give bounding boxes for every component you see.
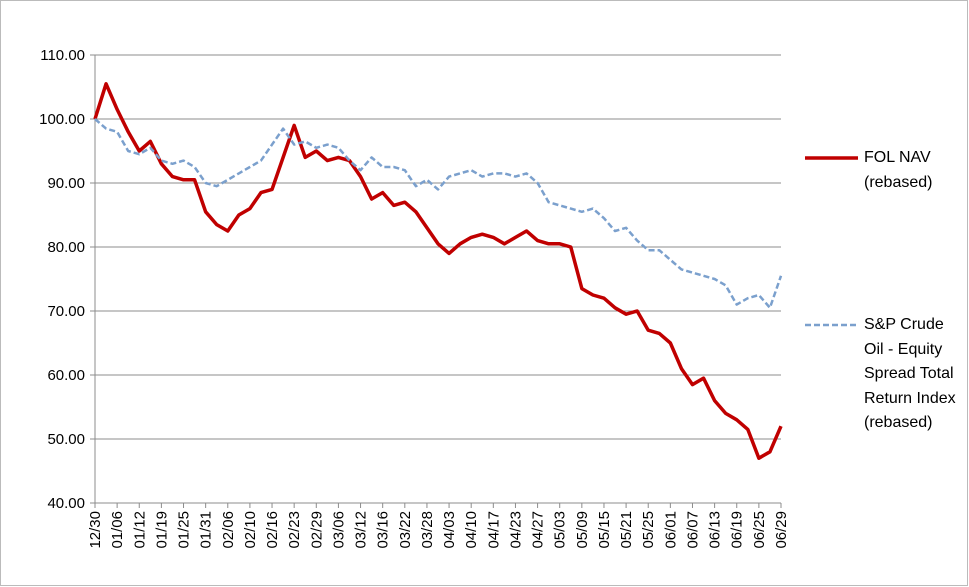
x-tick-label: 03/28 [419,511,436,549]
x-tick-label: 06/07 [684,511,701,549]
x-tick-label: 04/10 [463,511,480,549]
x-tick-label: 01/12 [131,511,148,549]
x-tick-label: 05/25 [640,511,657,549]
x-tick-label: 01/25 [176,511,193,549]
legend-label: FOL NAV (rebased) [864,149,933,191]
y-tick-label: 80.00 [47,239,85,256]
x-tick-label: 01/06 [109,511,126,549]
x-tick-label: 02/06 [220,511,237,549]
x-tick-label: 02/10 [242,511,259,549]
x-tick-label: 02/16 [264,511,281,549]
x-tick-label: 02/29 [308,511,325,549]
x-tick-label: 03/12 [353,511,370,549]
x-tick-label: 04/03 [441,511,458,549]
x-tick-label: 06/01 [662,511,679,549]
x-tick-label: 01/31 [198,511,215,549]
x-tick-label: 05/21 [618,511,635,549]
x-tick-label: 01/19 [153,511,170,549]
y-tick-label: 70.00 [47,303,85,320]
series-line [93,82,783,460]
x-tick-label: 06/13 [707,511,724,549]
x-tick-label: 12/30 [87,511,104,549]
series-line [94,118,783,310]
y-tick-label: 60.00 [47,367,85,384]
x-tick-label: 03/06 [330,511,347,549]
y-tick-label: 100.00 [39,111,85,128]
y-tick-label: 110.00 [40,47,85,64]
x-tick-label: 06/25 [751,511,768,549]
x-tick-label: 06/29 [773,511,790,549]
y-tick-label: 90.00 [47,175,85,192]
x-tick-label: 05/03 [552,511,569,549]
x-tick-label: 05/15 [596,511,613,549]
x-tick-label: 04/27 [530,511,547,549]
x-tick-label: 05/09 [574,511,591,549]
y-tick-label: 50.00 [47,431,85,448]
x-tick-label: 06/19 [729,511,746,549]
x-tick-label: 03/16 [375,511,392,549]
y-tick-label: 40.00 [47,495,85,512]
legend-label: S&P Crude Oil - Equity Spread Total Retu… [864,316,956,431]
x-tick-label: 04/23 [507,511,524,549]
x-tick-label: 03/22 [397,511,414,549]
x-tick-label: 04/17 [485,511,502,549]
x-tick-label: 02/23 [286,511,303,549]
